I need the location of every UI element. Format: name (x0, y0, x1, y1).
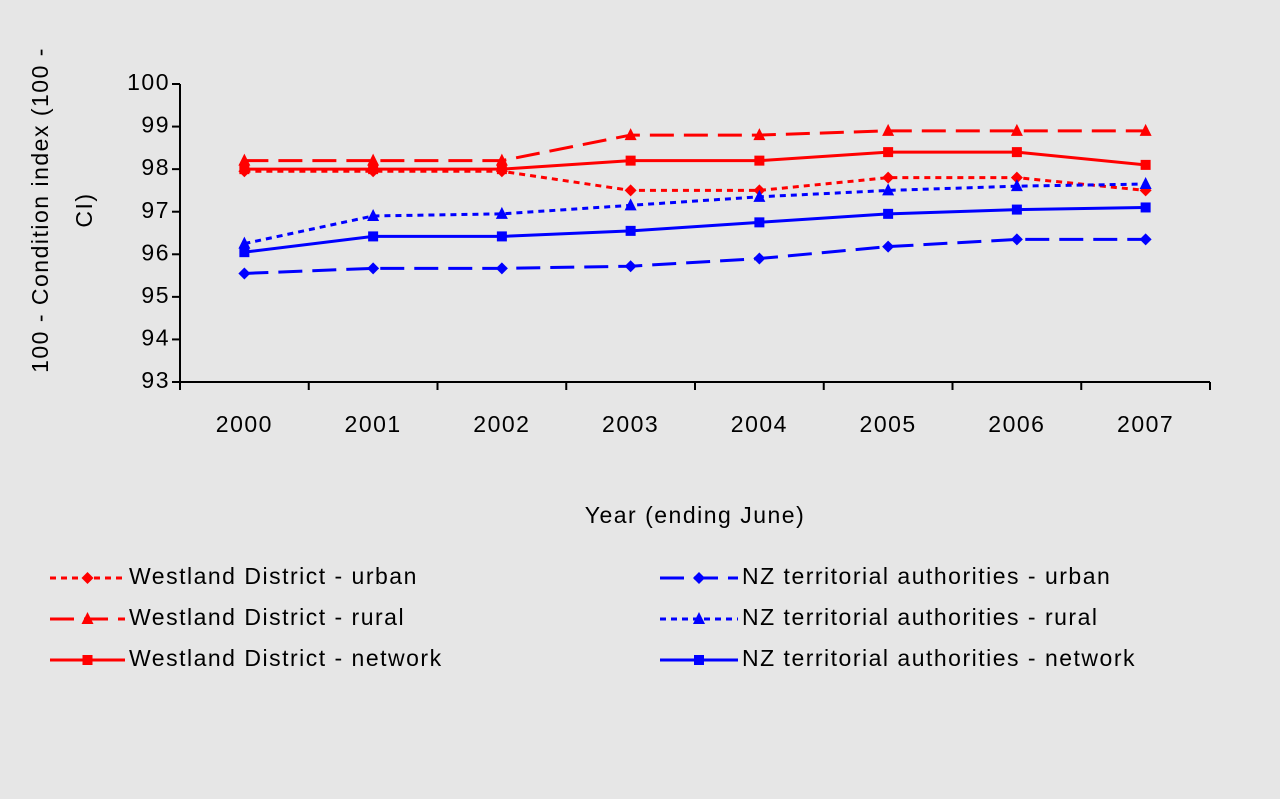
legend-label: Westland District - urban (129, 563, 418, 589)
marker (238, 267, 251, 280)
series-line (244, 205, 1146, 254)
legend-label: Westland District - network (129, 645, 443, 671)
marker (882, 123, 895, 136)
marker (1011, 204, 1022, 215)
marker (754, 155, 765, 166)
marker (367, 153, 380, 166)
marker (238, 153, 251, 166)
y-tick-label: 99 (141, 112, 170, 138)
series-line (244, 169, 1146, 192)
marker (1010, 233, 1023, 246)
marker (753, 128, 766, 141)
marker (754, 217, 765, 228)
x-tick-label: 2004 (731, 411, 788, 437)
marker (624, 198, 637, 211)
marker (1010, 171, 1023, 184)
legend-label: NZ territorial authorities - urban (742, 563, 1111, 589)
y-tick-label: 100 (127, 69, 170, 95)
marker (1010, 179, 1023, 192)
x-tick-label: 2000 (216, 411, 273, 437)
series-line (244, 150, 1146, 171)
marker (367, 262, 380, 275)
marker (1011, 147, 1022, 158)
y-axis-label: 100 - Condition index (100 - CI) (27, 47, 97, 373)
marker (882, 183, 895, 196)
y-tick-label: 95 (141, 282, 170, 308)
marker (1010, 123, 1023, 136)
marker (624, 128, 637, 141)
marker (1140, 159, 1151, 170)
marker (496, 164, 507, 175)
marker (624, 260, 637, 273)
marker (1139, 177, 1152, 190)
marker (624, 184, 637, 197)
marker (883, 208, 894, 219)
legend-marker (694, 655, 704, 665)
legend-marker (693, 572, 705, 584)
legend-marker (693, 612, 705, 624)
y-tick-label: 93 (141, 367, 170, 393)
y-tick-label: 96 (141, 239, 170, 265)
x-tick-label: 2003 (602, 411, 659, 437)
legend-label: NZ territorial authorities - rural (742, 604, 1098, 630)
marker (495, 206, 508, 219)
marker (496, 231, 507, 242)
legend-label: Westland District - rural (129, 604, 405, 630)
legend-marker (82, 655, 93, 665)
legend-marker (81, 612, 94, 624)
marker (239, 247, 250, 258)
x-tick-label: 2001 (345, 411, 402, 437)
marker (495, 262, 508, 275)
marker (1139, 123, 1152, 136)
marker (882, 240, 895, 253)
marker (367, 208, 380, 221)
series-line (244, 182, 1146, 246)
legend-label: NZ territorial authorities - network (742, 645, 1136, 671)
x-tick-label: 2007 (1117, 411, 1174, 437)
marker (625, 155, 636, 166)
marker (882, 171, 895, 184)
x-tick-label: 2006 (988, 411, 1045, 437)
x-tick-label: 2005 (860, 411, 917, 437)
marker (495, 153, 508, 166)
marker (1139, 233, 1152, 246)
y-tick-label: 97 (141, 197, 170, 223)
marker (753, 252, 766, 265)
x-tick-label: 2002 (473, 411, 530, 437)
marker (883, 147, 894, 158)
marker (238, 236, 251, 249)
marker (239, 164, 250, 175)
marker (625, 225, 636, 236)
marker (368, 164, 379, 175)
series-line (244, 129, 1146, 163)
y-tick-label: 94 (141, 325, 170, 351)
series-line (244, 237, 1146, 275)
marker (368, 231, 379, 242)
marker (753, 189, 766, 202)
legend-marker (81, 572, 94, 584)
y-tick-label: 98 (141, 154, 170, 180)
marker (1140, 202, 1151, 213)
x-axis-label: Year (ending June) (585, 502, 806, 528)
